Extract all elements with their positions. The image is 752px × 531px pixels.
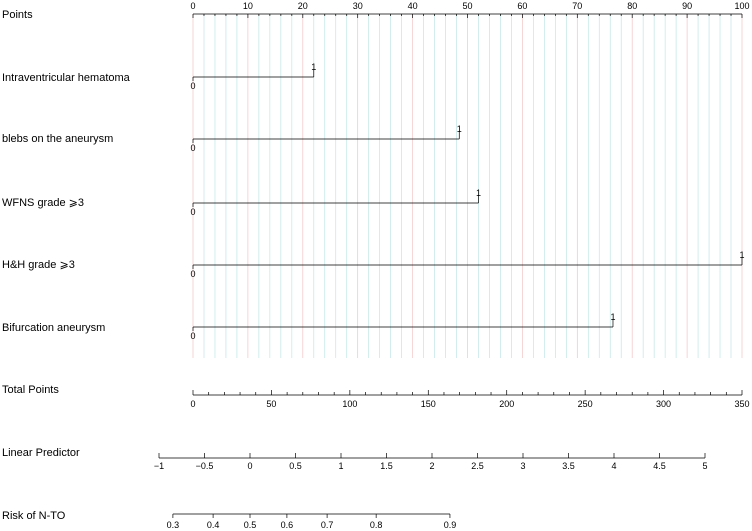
linear-predictor-tick-label: 1.5 <box>380 461 393 471</box>
variable-bar-intraventricular-hematoma: 01 <box>190 62 316 91</box>
risk-axis: 0.3 0.4 0.5 0.6 0.7 0.8 0.9 <box>167 513 457 530</box>
points-tick-label: 10 <box>243 1 253 11</box>
linear-predictor-tick-label: −1 <box>154 461 164 471</box>
linear-predictor-tick-label: 2.5 <box>471 461 484 471</box>
risk-tick-label: 0.4 <box>207 520 220 530</box>
variable-level-label-0: 0 <box>190 81 195 91</box>
linear-predictor-tick-label: −0.5 <box>196 461 214 471</box>
variable-bar-hh-grade: 01 <box>190 250 744 279</box>
points-tick-label: 20 <box>298 1 308 11</box>
total-points-tick-label: 0 <box>190 399 195 409</box>
linear-predictor-tick-label: 5 <box>702 461 707 471</box>
linear-predictor-tick-label: 2 <box>429 461 434 471</box>
risk-tick-label: 0.6 <box>281 520 294 530</box>
variable-label-blebs: blebs on the aneurysm <box>2 133 113 145</box>
variable-bar-wfns-grade: 01 <box>190 188 480 217</box>
variable-label-intraventricular-hematoma: Intraventricular hematoma <box>2 72 131 84</box>
risk-tick-label: 0.5 <box>244 520 257 530</box>
variable-bar-blebs: 01 <box>190 124 461 153</box>
linear-predictor-tick-label: 1 <box>338 461 343 471</box>
points-tick-label: 70 <box>572 1 582 11</box>
variable-level-label-0: 0 <box>190 207 195 217</box>
variable-level-label-1: 1 <box>457 124 462 134</box>
variable-level-label-0: 0 <box>190 331 195 341</box>
variable-level-label-0: 0 <box>190 269 195 279</box>
points-tick-label: 40 <box>408 1 418 11</box>
linear-predictor-axis: −1 −0.5 0 0.5 1 1.5 2 2.5 3 3.5 4 4.5 5 <box>154 453 708 471</box>
variable-label-bifurcation-aneurysm: Bifurcation aneurysm <box>2 322 105 334</box>
variable-level-label-1: 1 <box>739 250 744 260</box>
points-gridlines <box>192 14 743 358</box>
variable-bar-bifurcation-aneurysm: 01 <box>190 312 615 341</box>
total-points-tick-label: 200 <box>499 399 514 409</box>
total-points-tick-label: 300 <box>656 399 671 409</box>
linear-predictor-tick-label: 3 <box>520 461 525 471</box>
points-axis: 0 10 20 30 40 50 60 70 80 90 100 <box>190 1 750 18</box>
variable-level-label-1: 1 <box>476 188 481 198</box>
points-tick-label: 90 <box>682 1 692 11</box>
variable-level-label-0: 0 <box>190 143 195 153</box>
points-tick-label: 0 <box>190 1 195 11</box>
variable-label-hh-grade: H&H grade ⩾3 <box>2 259 75 271</box>
risk-tick-label: 0.3 <box>167 520 180 530</box>
variable-level-label-1: 1 <box>311 62 316 72</box>
risk-tick-label: 0.9 <box>444 520 457 530</box>
points-axis-label: Points <box>2 9 33 21</box>
linear-predictor-tick-label: 0.5 <box>289 461 302 471</box>
total-points-tick-label: 150 <box>421 399 436 409</box>
points-tick-label: 30 <box>353 1 363 11</box>
linear-predictor-tick-label: 4 <box>611 461 616 471</box>
total-points-tick-label: 250 <box>578 399 593 409</box>
total-points-axis-label: Total Points <box>2 384 59 396</box>
variable-label-wfns-grade: WFNS grade ⩾3 <box>2 197 84 209</box>
linear-predictor-axis-label: Linear Predictor <box>2 447 80 459</box>
total-points-tick-label: 350 <box>734 399 749 409</box>
points-tick-label: 80 <box>627 1 637 11</box>
linear-predictor-tick-label: 0 <box>247 461 252 471</box>
linear-predictor-tick-label: 3.5 <box>562 461 575 471</box>
risk-axis-label: Risk of N-TO <box>2 510 66 522</box>
variable-level-label-1: 1 <box>610 312 615 322</box>
risk-tick-label: 0.8 <box>370 520 383 530</box>
points-tick-label: 50 <box>462 1 472 11</box>
risk-tick-label: 0.7 <box>321 520 334 530</box>
linear-predictor-tick-label: 4.5 <box>653 461 666 471</box>
total-points-axis: 0 50 100 150 200 250 300 350 <box>190 390 750 409</box>
total-points-tick-label: 100 <box>342 399 357 409</box>
total-points-tick-label: 50 <box>266 399 276 409</box>
points-tick-label: 60 <box>517 1 527 11</box>
points-tick-label: 100 <box>734 1 749 11</box>
